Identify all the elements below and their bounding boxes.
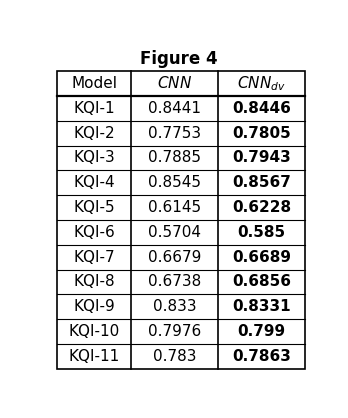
Text: Model: Model (71, 76, 117, 91)
Text: KQI-2: KQI-2 (73, 125, 115, 140)
Text: KQI-11: KQI-11 (69, 349, 120, 364)
Text: $CNN$: $CNN$ (157, 76, 192, 92)
Text: KQI-5: KQI-5 (73, 200, 115, 215)
Text: 0.8545: 0.8545 (148, 175, 201, 190)
Text: 0.585: 0.585 (238, 225, 286, 240)
Text: $CNN_{dv}$: $CNN_{dv}$ (237, 74, 286, 93)
Text: KQI-7: KQI-7 (73, 250, 115, 265)
Text: KQI-10: KQI-10 (69, 324, 120, 339)
Text: 0.7976: 0.7976 (148, 324, 201, 339)
Text: 0.7943: 0.7943 (232, 150, 291, 166)
Text: 0.7885: 0.7885 (148, 150, 201, 166)
Text: 0.8567: 0.8567 (232, 175, 291, 190)
Text: 0.7753: 0.7753 (148, 125, 201, 140)
Text: 0.7805: 0.7805 (232, 125, 291, 140)
Text: 0.7863: 0.7863 (232, 349, 291, 364)
Text: 0.6738: 0.6738 (148, 275, 201, 290)
Text: 0.6856: 0.6856 (232, 275, 291, 290)
Text: 0.799: 0.799 (238, 324, 286, 339)
Text: Figure 4: Figure 4 (140, 50, 217, 68)
Text: 0.6689: 0.6689 (232, 250, 291, 265)
Text: 0.6145: 0.6145 (148, 200, 201, 215)
Text: KQI-4: KQI-4 (73, 175, 115, 190)
Text: 0.6679: 0.6679 (148, 250, 201, 265)
Text: KQI-8: KQI-8 (73, 275, 115, 290)
Text: KQI-6: KQI-6 (73, 225, 115, 240)
Text: 0.8331: 0.8331 (232, 299, 291, 314)
Text: 0.833: 0.833 (153, 299, 197, 314)
Text: 0.783: 0.783 (153, 349, 197, 364)
Text: KQI-9: KQI-9 (73, 299, 115, 314)
Text: 0.8446: 0.8446 (232, 101, 291, 116)
Text: 0.6228: 0.6228 (232, 200, 291, 215)
Text: KQI-1: KQI-1 (73, 101, 115, 116)
Text: 0.5704: 0.5704 (148, 225, 201, 240)
Text: 0.8441: 0.8441 (148, 101, 201, 116)
Text: KQI-3: KQI-3 (73, 150, 115, 166)
